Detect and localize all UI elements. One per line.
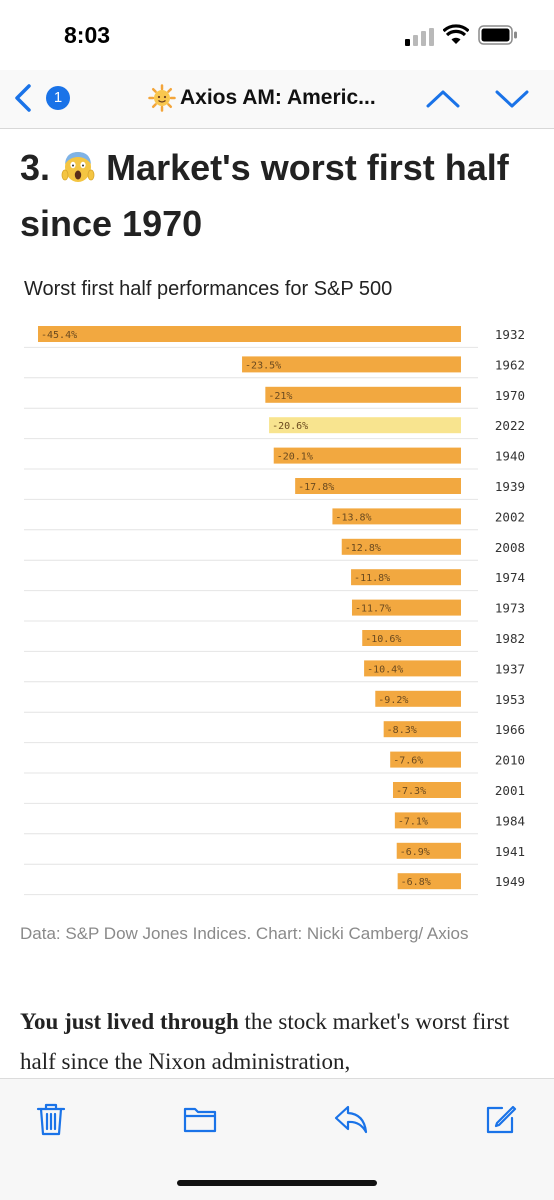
bar-value-label: -10.6% (365, 634, 401, 645)
headline-number: 3. (20, 147, 51, 188)
screaming-face-emoji-icon (61, 152, 95, 182)
paragraph-text: the stock market's worst first half sinc… (20, 1009, 510, 1074)
bar-1973 (351, 599, 461, 616)
year-label: 2001 (495, 783, 525, 798)
bar-value-label: -20.6% (272, 421, 308, 432)
bottom-toolbar (0, 1078, 554, 1200)
battery-icon (478, 25, 517, 45)
year-label: 1939 (495, 479, 525, 494)
trash-icon[interactable] (33, 1101, 69, 1137)
bar-1932 (38, 326, 461, 342)
year-label: 1953 (495, 692, 525, 707)
bar-1974 (351, 569, 461, 586)
bar-1966 (383, 721, 461, 738)
year-label: 1932 (495, 327, 525, 342)
folder-icon[interactable] (182, 1101, 218, 1137)
bar-value-label: -17.8% (298, 482, 334, 493)
sun-emoji-icon (148, 84, 176, 112)
cellular-signal-icon (405, 28, 434, 46)
bar-value-label: -21% (268, 391, 292, 402)
year-label: 1973 (495, 601, 525, 616)
chart-title: Worst first half performances for S&P 50… (24, 278, 393, 300)
section-headline: 3. Market's worst first half since 1970 (20, 140, 540, 252)
year-label: 2008 (495, 540, 525, 555)
next-message-chevron-icon[interactable] (494, 86, 530, 112)
year-label: 1962 (495, 357, 525, 372)
sp500-bar-chart: -45.4% 1932 -23.5% 1962 -21% 1970 -20.6% 2022 -2… (24, 326, 525, 896)
article-paragraph: You just lived through the stock market'… (20, 1002, 540, 1078)
bar-1984 (394, 812, 461, 829)
bar-value-label: -11.8% (354, 573, 390, 584)
year-label: 1974 (495, 570, 525, 585)
year-label: 1984 (495, 813, 525, 828)
bar-value-label: -23.5% (245, 360, 281, 371)
bar-value-label: -12.8% (345, 543, 381, 554)
bar-value-label: -7.1% (398, 816, 428, 827)
bar-2010 (390, 751, 461, 768)
bar-value-label: -6.8% (401, 877, 431, 888)
year-label: 1941 (495, 844, 525, 859)
bar-1962 (242, 356, 461, 373)
paragraph-lead: You just lived through (20, 1009, 239, 1034)
reply-icon[interactable] (333, 1101, 369, 1137)
compose-icon[interactable] (483, 1101, 519, 1137)
mail-navigation-bar: 1 Axios AM: Americ... (0, 70, 554, 129)
year-label: 1949 (495, 874, 525, 889)
year-label: 1966 (495, 722, 525, 737)
bar-2002 (332, 508, 461, 525)
message-subject-title: Axios AM: Americ... (148, 84, 418, 114)
back-chevron-icon[interactable] (12, 83, 34, 113)
bar-value-label: -13.8% (335, 512, 371, 523)
bar-1982 (362, 630, 461, 646)
message-body[interactable]: 3. Market's worst first half since 1970 … (0, 128, 554, 1078)
bar-2022 (269, 417, 461, 434)
bar-1953 (375, 690, 461, 707)
bar-1940 (273, 447, 461, 464)
year-label: 1940 (495, 449, 525, 464)
bar-value-label: -10.4% (367, 664, 403, 675)
bar-value-label: -9.2% (378, 695, 408, 706)
bar-2008 (341, 538, 461, 555)
previous-message-chevron-icon[interactable] (425, 86, 461, 112)
bar-1949 (397, 873, 461, 890)
year-label: 1937 (495, 661, 525, 676)
bar-value-label: -11.7% (355, 604, 391, 615)
year-label: 2022 (495, 418, 525, 433)
unread-count-badge[interactable]: 1 (46, 86, 70, 110)
headline-text: Market's worst first half since 1970 (20, 147, 509, 244)
year-label: 1970 (495, 388, 525, 403)
year-label: 1982 (495, 631, 525, 646)
chart-caption: Data: S&P Dow Jones Indices. Chart: Nick… (20, 924, 469, 943)
bar-1937 (364, 660, 461, 677)
bar-1970 (265, 386, 461, 403)
bar-value-label: -7.6% (393, 756, 423, 767)
year-label: 2010 (495, 753, 525, 768)
status-time: 8:03 (64, 22, 111, 48)
bar-value-label: -20.1% (277, 452, 313, 463)
home-indicator (177, 1180, 377, 1186)
year-label: 2002 (495, 509, 525, 524)
bar-1941 (396, 842, 461, 859)
status-bar: 8:03 (0, 0, 554, 70)
bar-value-label: -6.9% (400, 847, 430, 858)
bar-1939 (295, 478, 461, 494)
bar-value-label: -7.3% (396, 786, 426, 797)
subject-text: Axios AM: Americ... (180, 86, 376, 109)
wifi-icon (443, 24, 469, 44)
bar-2001 (392, 782, 461, 798)
bar-value-label: -8.3% (387, 725, 417, 736)
bar-value-label: -45.4% (41, 330, 77, 341)
